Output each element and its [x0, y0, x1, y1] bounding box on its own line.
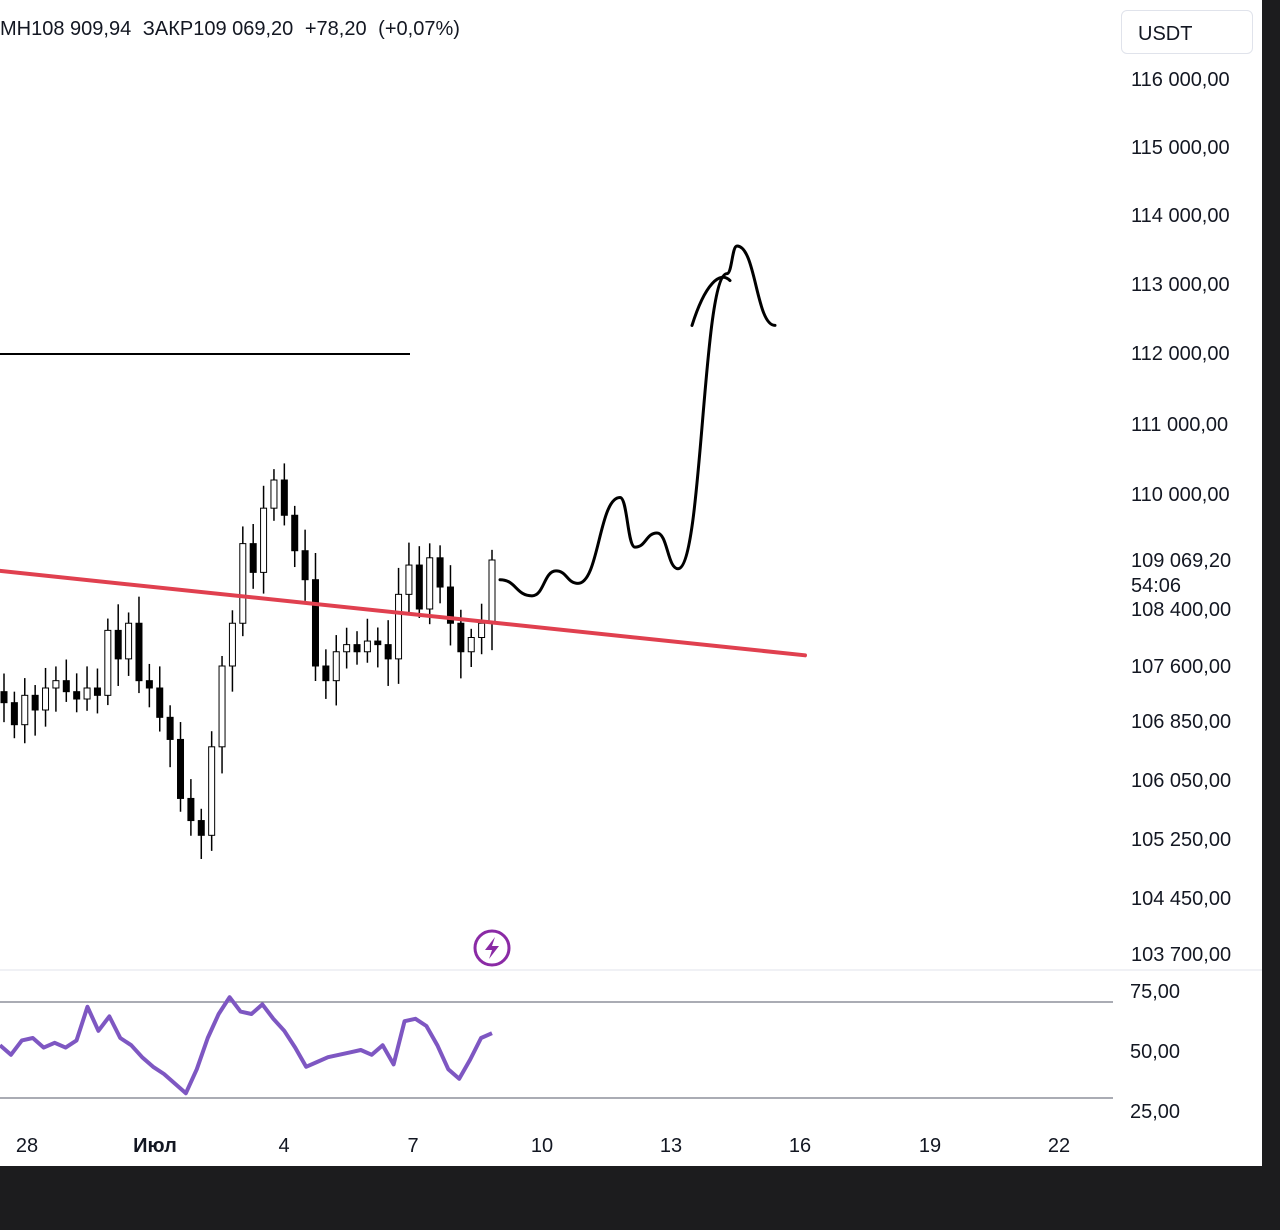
price-tick-label: 103 700,00	[1131, 944, 1231, 966]
candle-body	[104, 629, 112, 696]
candle-body	[187, 797, 195, 822]
candle-body	[457, 622, 465, 653]
chart-frame[interactable]: МН108 909,94 ЗАКР109 069,20 +78,20 (+0,0…	[0, 0, 1262, 1166]
time-tick-label: 22	[1048, 1135, 1070, 1157]
time-tick-label: 19	[919, 1135, 941, 1157]
candle-body	[239, 543, 247, 624]
close-label: ЗАКР109 069,20	[142, 18, 294, 40]
countdown-label: 54:06	[1131, 575, 1181, 597]
candle-body	[208, 746, 216, 836]
price-tick-label: 116 000,00	[1131, 69, 1230, 91]
min-label: МН108 909,94	[0, 18, 132, 40]
candle-body	[73, 691, 81, 700]
candle-body	[249, 543, 257, 573]
price-tick-label: 115 000,00	[1131, 137, 1230, 159]
candle-body	[42, 687, 50, 711]
time-tick-label: 16	[789, 1135, 811, 1157]
candle-body	[353, 644, 361, 653]
rsi-tick-label: 75,00	[1130, 981, 1180, 1003]
window-edge	[1262, 0, 1280, 1166]
candle-body	[291, 514, 299, 552]
forecast-drawing	[498, 244, 777, 598]
time-tick-label: 28	[16, 1135, 38, 1157]
candle-body	[52, 680, 60, 689]
price-tick-label: 104 450,00	[1131, 888, 1231, 910]
candle-body	[332, 651, 340, 682]
lightning-icon	[485, 937, 499, 959]
candle-body	[93, 687, 101, 696]
time-tick-label: 13	[660, 1135, 682, 1157]
candle-body	[415, 564, 423, 610]
candle-body	[83, 687, 91, 700]
candle-body	[301, 550, 309, 581]
change-percent: (+0,07%)	[378, 18, 460, 40]
candle-body	[218, 665, 226, 748]
candle-body	[21, 694, 29, 726]
time-tick-label: 7	[407, 1135, 418, 1157]
last-price-label: 109 069,20	[1131, 550, 1231, 572]
candle-body	[467, 637, 475, 653]
price-tick-label: 112 000,00	[1131, 343, 1230, 365]
candle-body	[10, 702, 18, 726]
candle-body	[446, 586, 454, 624]
price-chart[interactable]: 116 000,00 115 000,00 114 000,00 113 000,00…	[0, 0, 1262, 1166]
price-tick-label: 114 000,00	[1131, 205, 1230, 227]
candle-body	[426, 557, 434, 610]
rsi-line	[0, 995, 493, 1096]
candle-body	[156, 687, 164, 718]
price-tick-label: 105 250,00	[1131, 829, 1231, 851]
candle-body	[436, 557, 444, 588]
candle-body	[322, 665, 330, 682]
candle-body	[374, 640, 382, 646]
candle-body	[0, 691, 8, 704]
candle-body	[177, 738, 185, 799]
price-tick-label: 108 400,00	[1131, 599, 1231, 621]
candle-body	[125, 622, 133, 660]
ohlc-header: МН108 909,94 ЗАКР109 069,20 +78,20 (+0,0…	[0, 18, 466, 46]
candle-body	[270, 479, 278, 509]
time-tick-label: 4	[278, 1135, 289, 1157]
candle-body	[384, 644, 392, 660]
forecast-arrow-hook	[690, 275, 732, 327]
candle-body	[166, 716, 174, 740]
price-tick-label: 111 000,00	[1131, 414, 1228, 436]
price-tick-label: 106 050,00	[1131, 770, 1231, 792]
candle-body	[114, 629, 122, 660]
candle-body	[395, 593, 403, 660]
candle-body	[260, 507, 268, 573]
price-tick-label: 110 000,00	[1131, 484, 1230, 506]
time-tick-label: 10	[531, 1135, 553, 1157]
change-value: +78,20	[304, 18, 367, 40]
candle-body	[145, 680, 153, 689]
candle-body	[280, 479, 288, 516]
candle-body	[62, 680, 70, 693]
rsi-tick-label: 25,00	[1130, 1101, 1180, 1123]
candle-body	[363, 640, 371, 653]
candle-body	[343, 644, 351, 653]
candle-body	[478, 622, 486, 638]
rsi-tick-label: 50,00	[1130, 1041, 1180, 1063]
price-tick-label: 106 850,00	[1131, 711, 1231, 733]
candle-body	[197, 820, 205, 836]
currency-selector[interactable]: USDT	[1121, 10, 1253, 54]
price-tick-label: 107 600,00	[1131, 656, 1231, 678]
price-tick-label: 113 000,00	[1131, 274, 1230, 296]
candle-body	[311, 579, 319, 667]
candle-body	[135, 622, 143, 682]
candle-body	[488, 559, 496, 624]
time-tick-label: Июл	[133, 1135, 177, 1157]
trendline	[0, 568, 807, 658]
candle-body	[228, 622, 236, 667]
candle-body	[405, 564, 413, 595]
candle-body	[31, 694, 39, 711]
